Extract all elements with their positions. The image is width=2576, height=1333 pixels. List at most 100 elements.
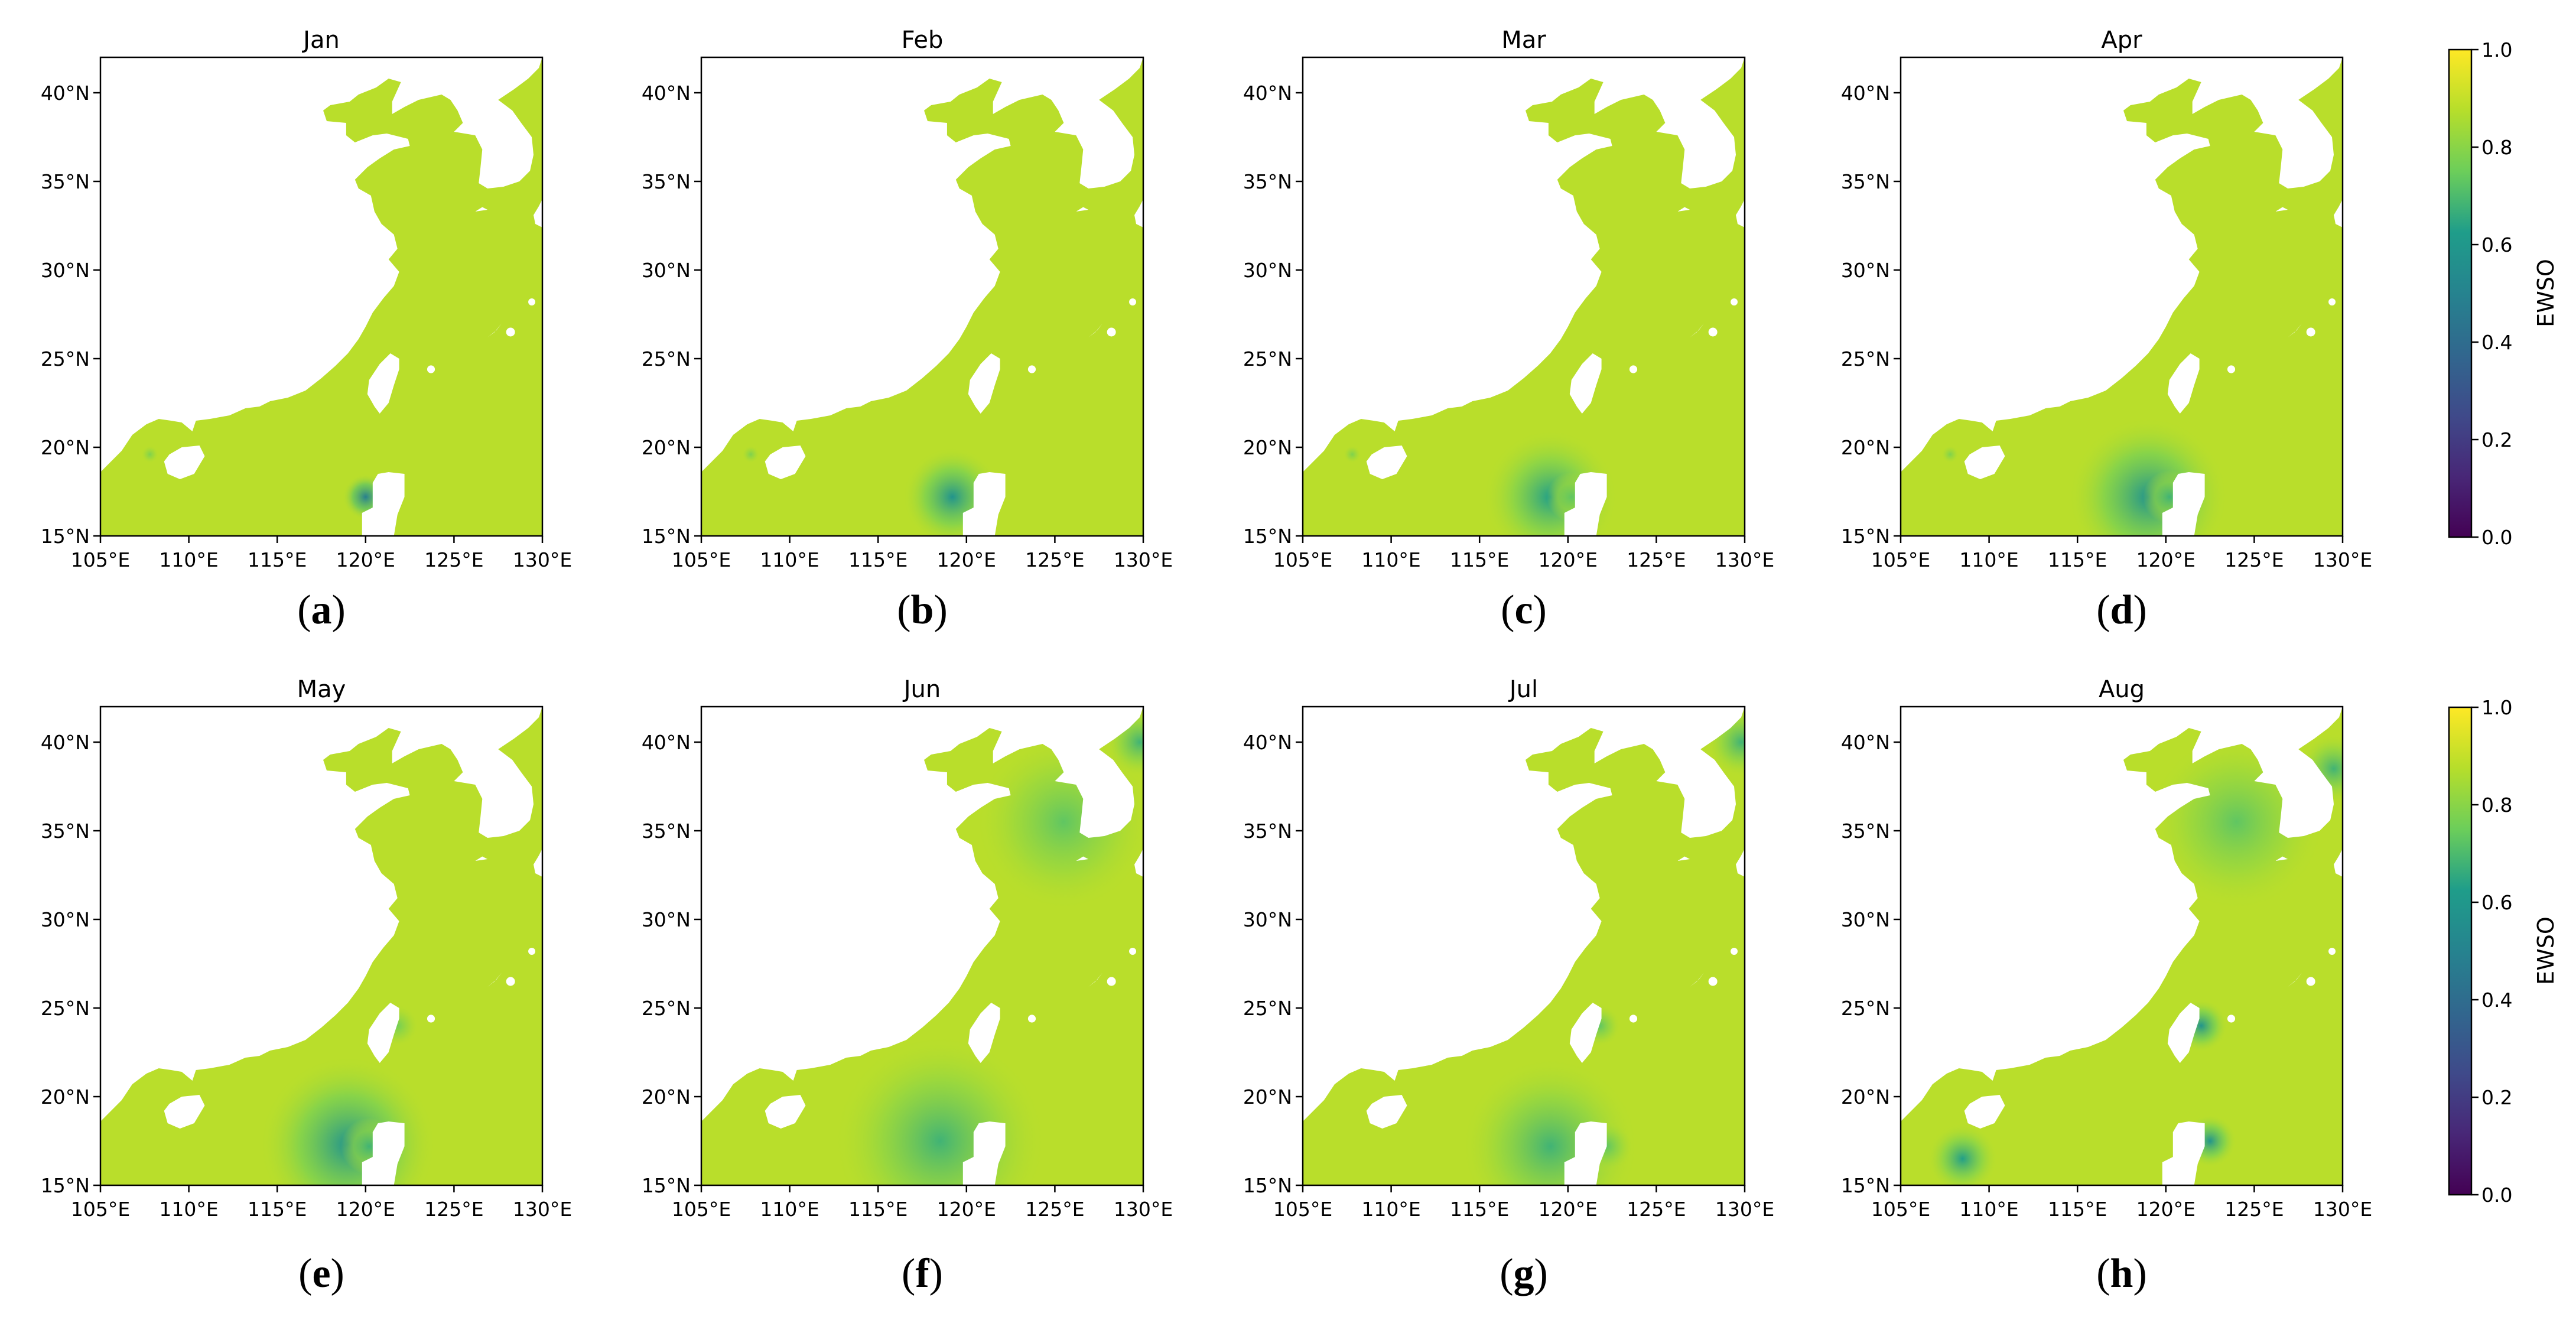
x-tick-label: 125°E bbox=[2224, 548, 2284, 571]
x-tick-label: 120°E bbox=[937, 548, 996, 571]
colorbar-top-ticks: 0.0 0.2 0.4 0.6 0.8 1.0 bbox=[2471, 38, 2512, 549]
panel-letter: (h) bbox=[2096, 1251, 2147, 1296]
panel-letter: (f) bbox=[902, 1251, 943, 1296]
ewso-low-anomaly bbox=[1941, 446, 1959, 463]
panel-title: Jan bbox=[301, 27, 340, 54]
y-tick-label: 15°N bbox=[1243, 525, 1292, 548]
y-tick-label: 20°N bbox=[41, 1085, 90, 1108]
x-tick-label: 110°E bbox=[1959, 548, 2018, 571]
panel-title: Apr bbox=[2101, 27, 2142, 54]
y-tick-label: 20°N bbox=[642, 436, 691, 459]
land-mask bbox=[1303, 707, 1745, 1185]
x-tick-label: 130°E bbox=[1114, 548, 1173, 571]
y-tick-label: 30°N bbox=[1243, 259, 1292, 282]
x-tick-label: 130°E bbox=[513, 1198, 572, 1221]
x-tick-label: 105°E bbox=[1273, 548, 1332, 571]
ewso-low-anomaly bbox=[141, 446, 159, 463]
axes-frame bbox=[1900, 56, 2344, 537]
axes-frame bbox=[1900, 705, 2344, 1186]
colorbar-top-label: EWSO bbox=[2533, 259, 2559, 327]
panel-title: Aug bbox=[2099, 676, 2145, 703]
ewso-field bbox=[1901, 707, 2343, 1185]
y-tick-label: 35°N bbox=[642, 170, 691, 193]
panels: Jan 105°E 110°E 115°E 120°E 125°E 130°E 15°N 20°… bbox=[41, 27, 2372, 1296]
y-tick-label: 20°N bbox=[1841, 436, 1890, 459]
land-mask bbox=[1901, 57, 2343, 536]
panel-letter: (c) bbox=[1501, 587, 1547, 633]
y-tick-label: 15°N bbox=[642, 1174, 691, 1197]
x-tick-label: 105°E bbox=[71, 1198, 130, 1221]
x-tick-label: 115°E bbox=[1450, 1198, 1509, 1221]
axes-frame bbox=[1302, 705, 1746, 1186]
y-tick-label: 40°N bbox=[642, 82, 691, 105]
x-tick-label: 120°E bbox=[2136, 1198, 2196, 1221]
panel-g: Jul 105°E 110°E 115°E 120°E 125°E 130°E 15°N 20°… bbox=[1243, 676, 1774, 1296]
x-tick-label: 105°E bbox=[71, 548, 130, 571]
axes-frame bbox=[1302, 56, 1746, 537]
ewso-field bbox=[100, 57, 542, 536]
x-tick-label: 115°E bbox=[248, 548, 307, 571]
x-tick-label: 110°E bbox=[159, 1198, 218, 1221]
ewso-field bbox=[1901, 57, 2343, 536]
colorbar-tick-label: 0.8 bbox=[2481, 794, 2512, 817]
y-tick-label: 30°N bbox=[1841, 259, 1890, 282]
y-tick-label: 25°N bbox=[642, 347, 691, 370]
ewso-field bbox=[1303, 57, 1745, 536]
y-tick-label: 20°N bbox=[642, 1085, 691, 1108]
ewso-low-anomaly bbox=[741, 446, 760, 463]
ewso-low-anomaly bbox=[1343, 446, 1361, 463]
y-tick-label: 15°N bbox=[1841, 1174, 1890, 1197]
land-mask bbox=[1901, 707, 2343, 1185]
y-tick-label: 35°N bbox=[1841, 820, 1890, 843]
y-tick-label: 20°N bbox=[1243, 436, 1292, 459]
ewso-field bbox=[701, 57, 1143, 536]
axes-frame bbox=[99, 705, 544, 1186]
y-tick-label: 30°N bbox=[41, 908, 90, 931]
y-tick-label: 25°N bbox=[41, 997, 90, 1020]
y-tick-label: 20°N bbox=[41, 436, 90, 459]
y-tick-label: 20°N bbox=[1243, 1085, 1292, 1108]
y-tick-label: 40°N bbox=[1243, 731, 1292, 754]
colorbar-tick-label: 0.4 bbox=[2481, 989, 2512, 1012]
x-tick-label: 125°E bbox=[1627, 1198, 1686, 1221]
y-tick-label: 30°N bbox=[1243, 908, 1292, 931]
y-tick-label: 35°N bbox=[1243, 170, 1292, 193]
y-tick-label: 15°N bbox=[41, 525, 90, 548]
x-tick-label: 110°E bbox=[1361, 1198, 1420, 1221]
colorbar-tick-label: 0.6 bbox=[2481, 891, 2512, 914]
y-tick-label: 35°N bbox=[642, 820, 691, 843]
y-tick-label: 15°N bbox=[1841, 525, 1890, 548]
panel-letter: (g) bbox=[1500, 1251, 1548, 1296]
ewso-low-anomaly bbox=[1927, 1123, 1998, 1185]
land-mask bbox=[701, 57, 1143, 536]
x-tick-label: 125°E bbox=[2224, 1198, 2284, 1221]
y-tick-label: 25°N bbox=[1841, 347, 1890, 370]
x-tick-label: 105°E bbox=[672, 1198, 731, 1221]
x-tick-label: 120°E bbox=[1539, 548, 1598, 571]
axes-frame bbox=[700, 705, 1144, 1186]
y-tick-label: 40°N bbox=[642, 731, 691, 754]
x-tick-label: 130°E bbox=[2313, 548, 2372, 571]
y-tick-label: 35°N bbox=[41, 170, 90, 193]
y-tick-label: 40°N bbox=[41, 731, 90, 754]
x-tick-label: 130°E bbox=[1715, 1198, 1774, 1221]
y-tick-label: 35°N bbox=[41, 820, 90, 843]
panel-title: May bbox=[297, 676, 346, 703]
x-tick-label: 110°E bbox=[159, 548, 218, 571]
y-tick-label: 25°N bbox=[642, 997, 691, 1020]
land-mask bbox=[100, 57, 542, 536]
x-tick-label: 130°E bbox=[513, 548, 572, 571]
x-tick-label: 125°E bbox=[424, 548, 483, 571]
x-tick-label: 110°E bbox=[760, 1198, 819, 1221]
y-tick-label: 25°N bbox=[41, 347, 90, 370]
colorbar-bottom-gradient bbox=[2448, 706, 2473, 1196]
panel-title: Mar bbox=[1501, 27, 1546, 54]
colorbar-top-gradient bbox=[2448, 48, 2473, 538]
y-tick-label: 30°N bbox=[642, 259, 691, 282]
colorbar-tick-label: 0.2 bbox=[2481, 1086, 2512, 1109]
colorbar-tick-label: 0.2 bbox=[2481, 428, 2512, 451]
y-tick-label: 25°N bbox=[1243, 997, 1292, 1020]
panel-title: Jun bbox=[902, 676, 941, 703]
panel-b: Feb 105°E 110°E 115°E 120°E 125°E 130°E 15°N 20°… bbox=[642, 27, 1173, 633]
